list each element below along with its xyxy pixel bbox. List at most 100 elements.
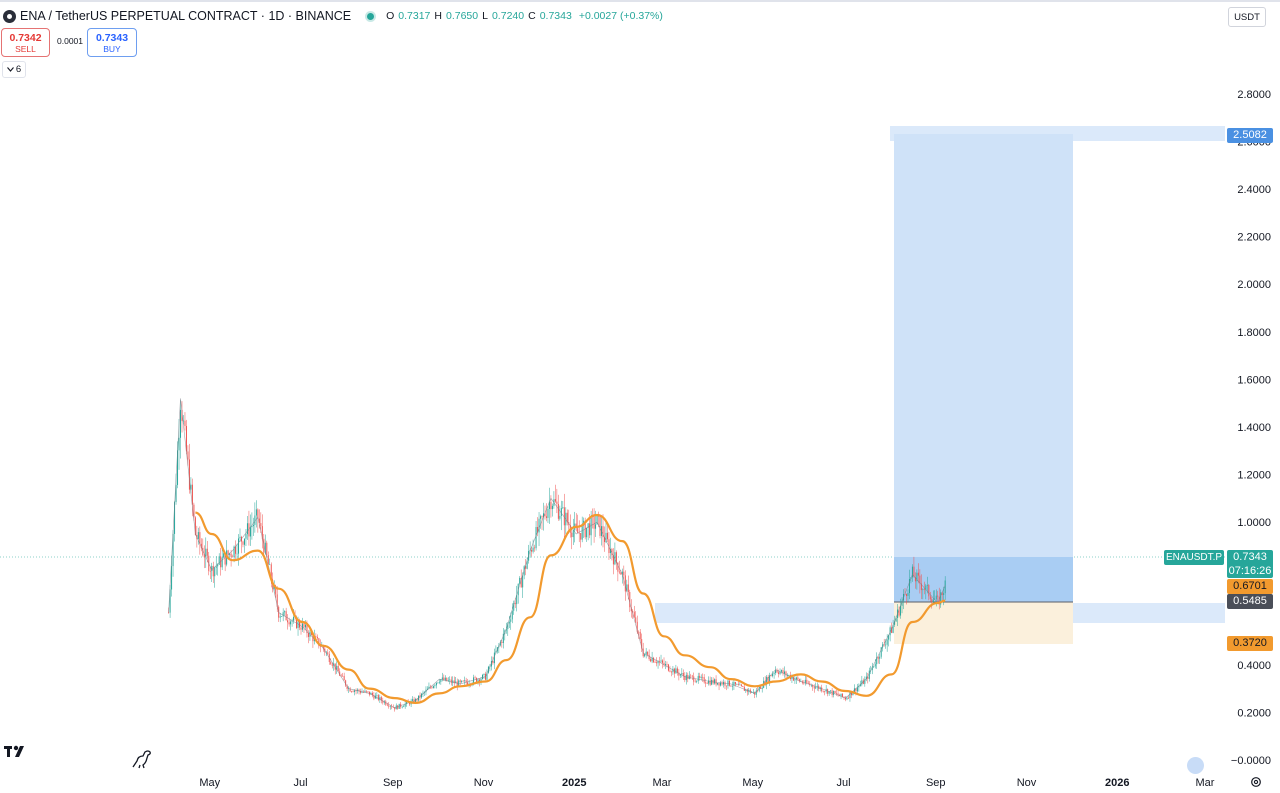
candle-body <box>562 507 564 509</box>
candle-body <box>923 589 925 590</box>
y-tick-label: 2.4000 <box>1237 184 1271 196</box>
candle-body <box>871 667 873 671</box>
candle-body <box>382 700 384 703</box>
indicators-count: 6 <box>15 64 22 75</box>
candle-body <box>331 664 333 666</box>
price-series <box>168 398 946 709</box>
candle-body <box>791 677 793 680</box>
candle-body <box>859 684 861 686</box>
symbol-logo-icon[interactable] <box>3 9 16 23</box>
candle-body <box>595 524 597 529</box>
candle-body <box>462 680 464 682</box>
candle-body <box>345 680 347 686</box>
candle-body <box>422 692 424 694</box>
candle-body <box>943 593 945 595</box>
candle-body <box>235 546 237 554</box>
sell-button[interactable]: 0.7342 SELL <box>1 28 50 57</box>
candle-body <box>709 680 711 685</box>
candle-body <box>795 677 797 680</box>
candle-body <box>288 622 290 625</box>
candle-body <box>336 665 338 670</box>
candle-body <box>578 532 580 534</box>
candle-body <box>821 687 823 692</box>
candle-body <box>706 683 708 684</box>
candle-body <box>624 575 626 592</box>
candle-body <box>538 518 540 533</box>
candle-body <box>554 499 556 502</box>
candle-body <box>752 691 754 693</box>
x-tick-label: Jul <box>836 777 850 789</box>
dinosaur-icon[interactable] <box>131 748 153 770</box>
candle-body <box>734 681 736 685</box>
candle-body <box>681 673 683 675</box>
gear-icon[interactable] <box>1250 776 1262 788</box>
candle-body <box>456 681 458 686</box>
currency-selector[interactable]: USDT <box>1228 7 1266 27</box>
candle-body <box>254 515 256 525</box>
candle-body <box>653 657 655 663</box>
ohlc-high: 0.7650 <box>446 10 479 22</box>
scroll-to-realtime-button[interactable] <box>1187 757 1204 774</box>
indicators-toggle[interactable]: 6 <box>2 61 26 78</box>
candle-body <box>589 523 591 536</box>
x-tick-label: Nov <box>1017 777 1037 789</box>
ohlc-close: 0.7343 <box>539 10 572 22</box>
candle-body <box>290 621 292 625</box>
symbol-title[interactable]: ENA / TetherUS PERPETUAL CONTRACT · 1D ·… <box>20 9 352 23</box>
candle-body <box>886 639 888 645</box>
candle-body <box>545 516 547 518</box>
candlesticks <box>168 400 946 712</box>
candle-body <box>434 685 436 687</box>
candle-body <box>223 553 225 558</box>
candle-body <box>657 661 659 664</box>
candle-body <box>438 681 440 683</box>
candle-body <box>767 676 769 682</box>
candle-body <box>252 524 254 526</box>
candle-body <box>773 673 775 674</box>
candle-body <box>287 620 289 623</box>
candle-body <box>702 676 704 678</box>
candle-body <box>474 677 476 679</box>
candle-body <box>202 547 204 555</box>
buy-button[interactable]: 0.7343 BUY <box>87 28 137 57</box>
candle-body <box>580 533 582 540</box>
target-price-tag: 2.5082 <box>1227 128 1273 143</box>
candle-body <box>172 533 174 567</box>
tradingview-logo[interactable] <box>4 743 30 763</box>
candle-body <box>492 660 494 664</box>
candle-body <box>937 595 939 597</box>
candle-body <box>770 675 772 677</box>
candle-body <box>242 541 244 545</box>
ohlc-open-label: O <box>386 10 395 22</box>
candle-body <box>449 679 451 681</box>
x-tick-label: Mar <box>653 777 672 789</box>
candle-body <box>815 686 817 689</box>
candle-body <box>169 589 171 613</box>
candle-body <box>648 654 650 660</box>
y-tick-label: 1.4000 <box>1237 422 1271 434</box>
candle-body <box>495 651 497 653</box>
candle-body <box>828 691 830 694</box>
candle-body <box>830 690 832 692</box>
candle-body <box>827 689 829 694</box>
candle-body <box>404 703 406 707</box>
candle-body <box>678 672 680 676</box>
candle-body <box>626 584 628 592</box>
candle-body <box>358 689 360 692</box>
y-tick-label: 2.8000 <box>1237 89 1271 101</box>
candle-body <box>766 676 768 685</box>
candle-body <box>699 675 701 678</box>
candle-body <box>891 627 893 633</box>
candle-body <box>349 688 351 692</box>
candle-body <box>627 584 629 593</box>
ohlc-high-label: H <box>434 10 442 22</box>
candle-body <box>373 695 375 699</box>
candle-body <box>633 612 635 618</box>
candle-body <box>850 692 852 696</box>
candle-body <box>239 536 241 539</box>
candle-body <box>917 572 919 576</box>
candle-body <box>281 616 283 617</box>
candle-body <box>703 677 705 683</box>
candle-body <box>355 690 357 692</box>
